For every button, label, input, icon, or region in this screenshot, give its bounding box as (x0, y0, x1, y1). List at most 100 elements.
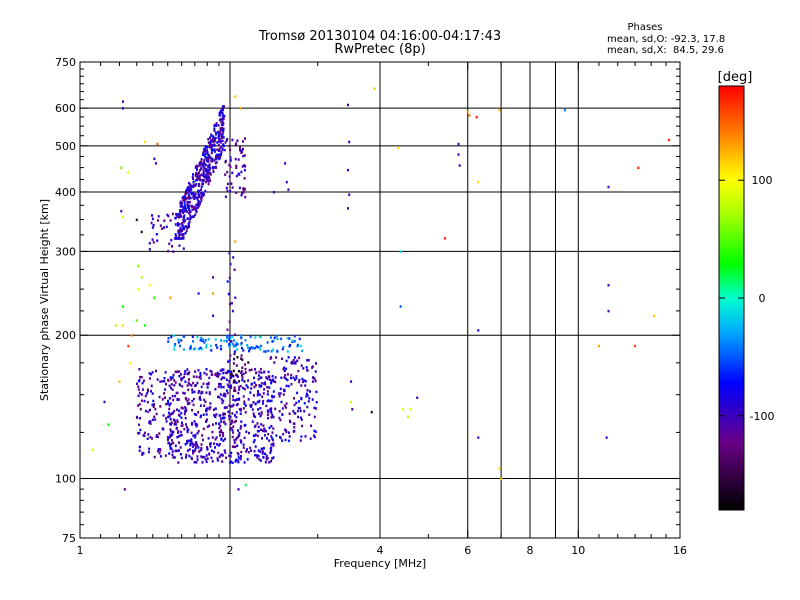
data-point (238, 398, 241, 401)
data-point (289, 344, 292, 347)
data-point (215, 124, 218, 127)
data-point (200, 197, 203, 200)
data-point (228, 334, 231, 338)
data-point (287, 188, 290, 191)
data-point (137, 379, 140, 383)
data-point (139, 376, 142, 379)
data-point (167, 340, 170, 343)
data-point (269, 451, 272, 454)
data-point (176, 370, 179, 373)
data-point (218, 130, 221, 134)
data-point (163, 392, 166, 395)
data-point (281, 407, 284, 410)
data-point (174, 370, 177, 374)
x-axis: 1 2 4 6 8 10 16 (77, 62, 687, 557)
data-point (221, 111, 224, 114)
data-point (178, 233, 181, 237)
data-point (222, 399, 225, 403)
data-point (210, 160, 213, 163)
data-point (159, 224, 162, 227)
data-point (286, 373, 289, 376)
data-point (137, 388, 140, 391)
data-point (199, 346, 202, 350)
data-point (209, 344, 212, 348)
data-point (275, 434, 278, 437)
data-point (202, 151, 205, 155)
data-point (237, 391, 240, 395)
y-tick-label: 100 (55, 473, 76, 486)
data-point (171, 388, 174, 391)
data-point (309, 390, 311, 393)
data-point (288, 412, 291, 415)
data-point (229, 460, 232, 463)
data-point (280, 400, 283, 404)
data-point (183, 412, 186, 416)
data-point (191, 391, 194, 394)
data-point (154, 162, 157, 165)
data-point (172, 398, 175, 402)
data-point (178, 216, 181, 219)
data-point (206, 457, 209, 460)
data-point (199, 201, 202, 204)
data-point (161, 227, 164, 230)
data-point (216, 148, 219, 151)
data-point (247, 451, 250, 454)
data-point (169, 219, 172, 222)
data-point (298, 356, 301, 360)
data-point (607, 284, 610, 287)
data-point (197, 192, 200, 195)
data-point (184, 370, 187, 373)
data-point (261, 450, 264, 453)
data-point (155, 233, 158, 236)
data-point (186, 440, 188, 443)
data-point (187, 398, 190, 401)
data-point (255, 371, 257, 375)
data-point (224, 141, 227, 144)
data-point (173, 423, 176, 426)
data-point (206, 151, 209, 154)
data-point (301, 424, 304, 428)
data-point (218, 153, 221, 156)
data-point (252, 434, 255, 437)
data-point (203, 166, 206, 169)
data-point (182, 335, 185, 338)
data-point (262, 424, 265, 427)
data-point (166, 213, 169, 217)
data-point (203, 341, 206, 344)
data-point (210, 146, 213, 149)
data-point (171, 212, 174, 216)
data-point (254, 402, 257, 406)
data-point (243, 461, 246, 464)
data-point (207, 157, 210, 160)
data-point (216, 346, 219, 349)
data-point (195, 166, 198, 170)
data-point (263, 434, 266, 437)
data-point (257, 454, 260, 458)
data-point (201, 456, 204, 459)
data-point (291, 362, 293, 365)
data-point (254, 454, 257, 457)
data-point (169, 443, 172, 447)
data-point (170, 430, 173, 433)
data-point (563, 108, 566, 112)
data-point (204, 339, 207, 342)
data-point (195, 209, 198, 213)
data-point (175, 212, 178, 216)
data-point (166, 402, 169, 405)
data-point (227, 410, 230, 413)
data-point (284, 374, 287, 377)
data-point (271, 378, 274, 381)
data-point (180, 456, 183, 460)
data-point (222, 130, 225, 133)
data-point (210, 138, 213, 142)
data-point (314, 379, 317, 383)
data-point (226, 328, 229, 331)
data-point (300, 416, 302, 419)
data-point (217, 444, 220, 447)
data-point (174, 237, 177, 240)
data-point (243, 387, 246, 391)
data-point (271, 437, 274, 440)
data-point (197, 292, 200, 295)
data-point (213, 150, 216, 153)
data-point (177, 213, 180, 216)
